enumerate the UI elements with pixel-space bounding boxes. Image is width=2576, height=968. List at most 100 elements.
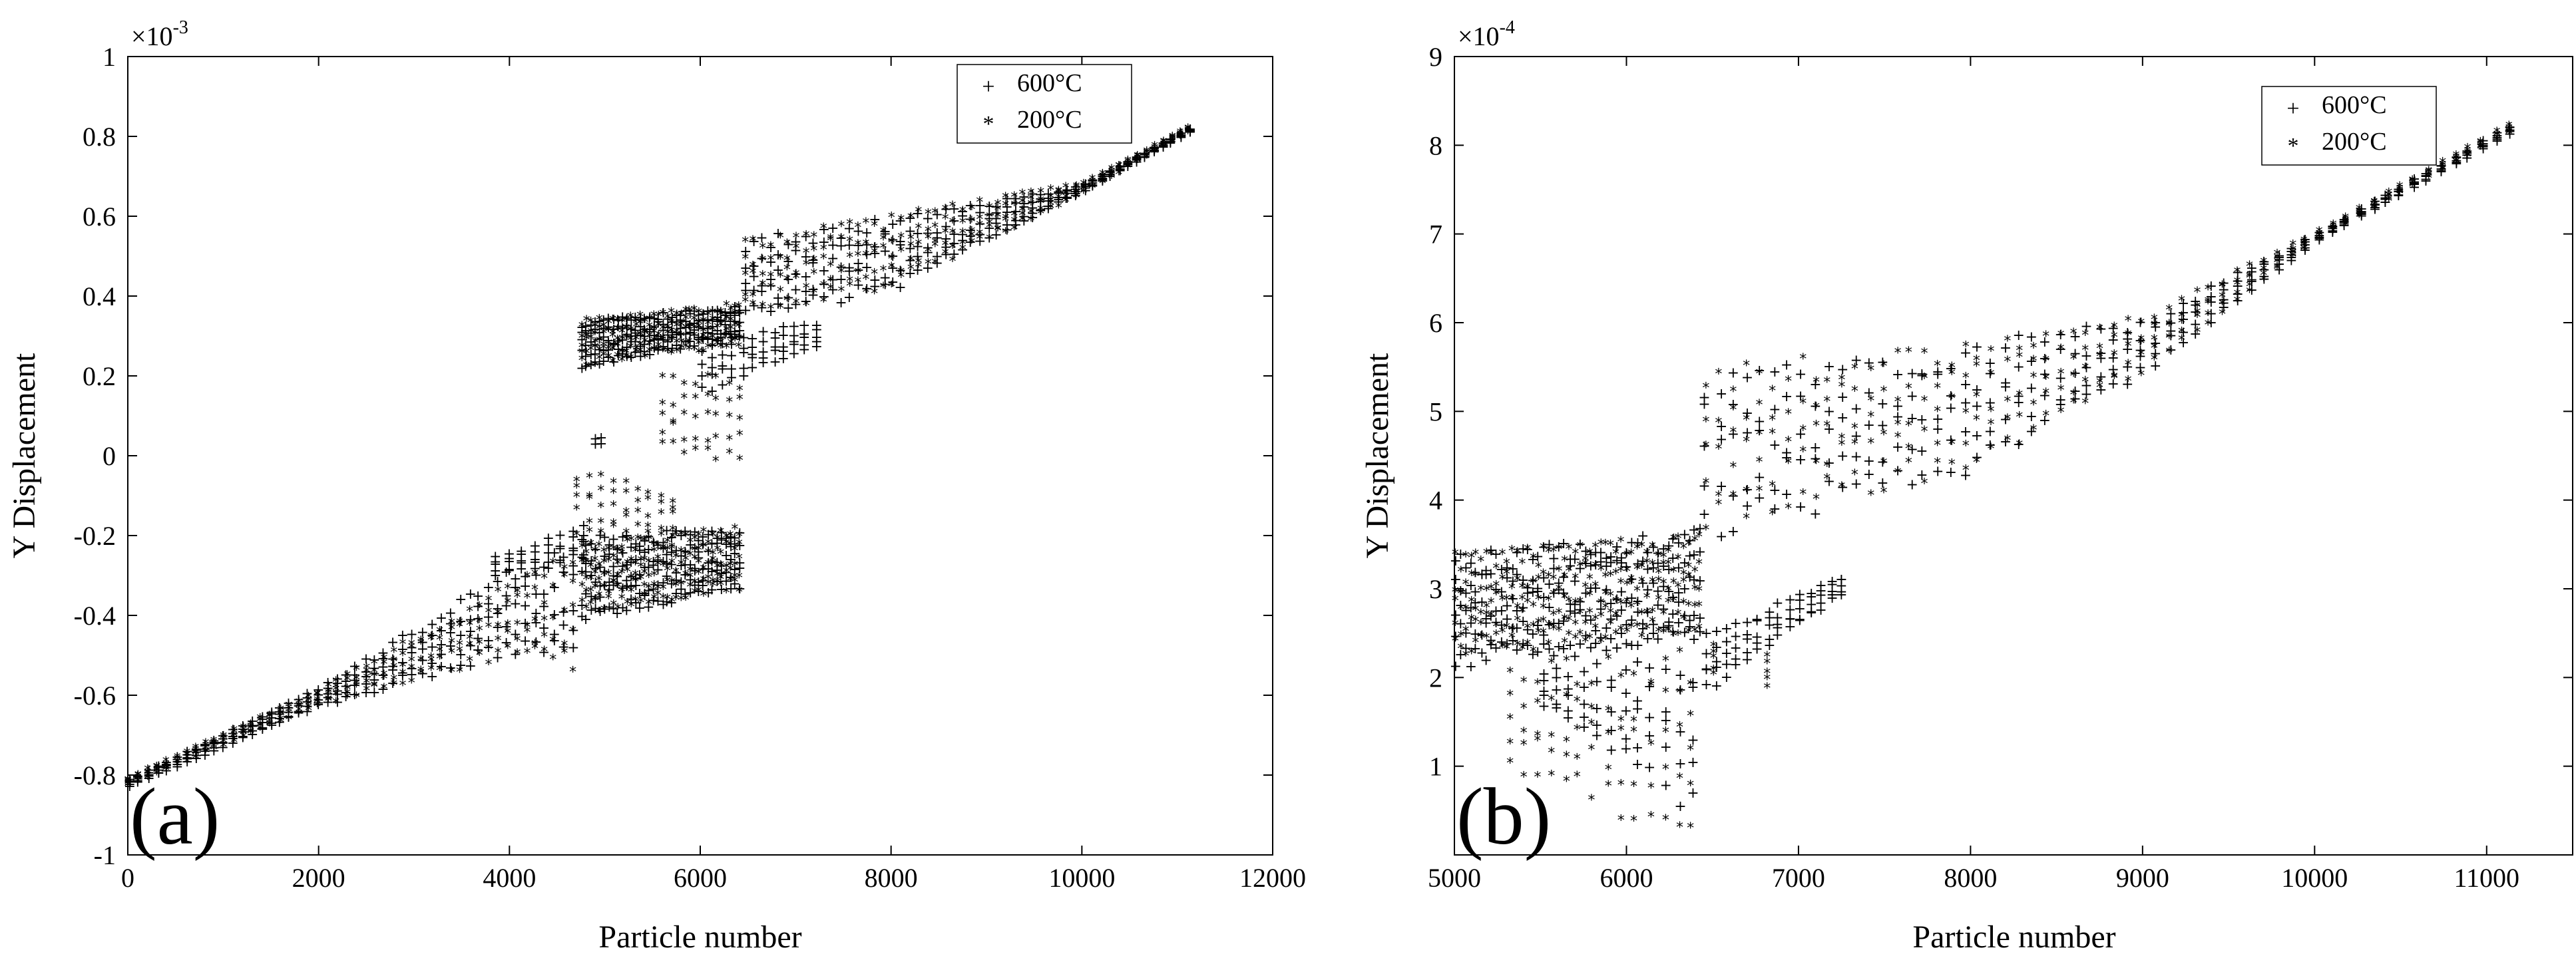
data-point: + <box>199 743 211 760</box>
data-point: + <box>542 554 554 571</box>
data-point: + <box>567 543 579 560</box>
data-point: + <box>589 574 601 591</box>
data-point: + <box>360 664 372 681</box>
data-point: + <box>725 529 737 546</box>
data-point: + <box>1727 365 1739 382</box>
data-point: + <box>397 665 409 681</box>
data-point: * <box>1662 762 1669 778</box>
data-point: + <box>595 430 607 446</box>
data-point: * <box>266 709 273 726</box>
data-point: + <box>397 627 409 644</box>
panel-a-legend-label-600: 600°C <box>1017 69 1082 97</box>
data-point: * <box>560 562 568 578</box>
data-point: + <box>1643 760 1655 776</box>
data-point: + <box>578 528 590 544</box>
panel-a-plot-frame <box>127 56 1273 856</box>
data-point: * <box>2004 394 2011 410</box>
data-point: * <box>1729 460 1737 476</box>
data-point: + <box>616 558 628 575</box>
data-point: + <box>630 577 642 594</box>
data-point: + <box>620 573 632 589</box>
data-point: + <box>1781 389 1793 405</box>
data-point: + <box>208 734 220 751</box>
data-point: + <box>515 543 527 560</box>
data-point: + <box>578 534 590 550</box>
data-point: * <box>1588 678 1595 695</box>
data-point: + <box>256 720 268 736</box>
data-point: * <box>1530 644 1537 661</box>
data-point: + <box>554 554 566 571</box>
data-point: + <box>124 778 136 795</box>
data-point: * <box>586 470 593 487</box>
data-point: * <box>540 613 548 630</box>
data-point: * <box>314 688 321 705</box>
data-point: + <box>598 530 610 546</box>
data-point: + <box>339 685 351 701</box>
data-point: * <box>2081 361 2089 377</box>
data-point: + <box>152 758 164 775</box>
panel-b-y-axis-title: Y Displacement <box>1360 353 1395 558</box>
data-point: + <box>322 694 333 711</box>
data-point: * <box>2057 328 2065 345</box>
data-point: + <box>798 317 810 334</box>
data-point: * <box>1715 489 1722 506</box>
data-point: + <box>728 546 740 562</box>
data-point: * <box>540 597 548 614</box>
data-point: + <box>256 711 268 728</box>
data-point: + <box>237 728 249 745</box>
data-point: * <box>1988 441 1995 458</box>
data-point: + <box>706 536 718 552</box>
data-point: + <box>625 569 637 585</box>
data-point: + <box>455 627 467 644</box>
data-point: + <box>616 545 628 562</box>
data-point: * <box>1695 599 1703 615</box>
x-tick-label: 5000 <box>1428 863 1481 893</box>
data-point: + <box>483 596 495 613</box>
data-point: * <box>810 285 817 302</box>
data-point: + <box>1835 571 1847 588</box>
data-point: + <box>142 770 154 787</box>
data-point: * <box>2004 412 2011 428</box>
data-point: * <box>1563 689 1570 706</box>
data-point: + <box>576 597 588 614</box>
data-point: + <box>331 671 343 688</box>
data-point: * <box>1506 688 1514 705</box>
data-point: * <box>1785 374 1792 391</box>
data-point: + <box>519 633 531 650</box>
data-point: + <box>368 685 380 701</box>
panel-a-x-axis-title: Particle number <box>598 919 801 955</box>
data-point: * <box>803 298 810 315</box>
data-point: + <box>607 559 619 575</box>
data-point: * <box>1574 769 1581 786</box>
data-point: + <box>2012 327 2024 344</box>
data-point: + <box>282 695 294 712</box>
data-point: * <box>1576 595 1584 611</box>
data-point: * <box>2194 325 2201 341</box>
data-point: * <box>767 301 774 318</box>
data-point: + <box>152 765 164 782</box>
data-point: + <box>417 666 429 683</box>
data-point: + <box>578 547 590 564</box>
data-point: * <box>1548 693 1555 709</box>
data-point: * <box>1988 343 1995 360</box>
data-point: + <box>426 669 438 685</box>
data-point: * <box>1452 547 1459 564</box>
data-point: * <box>2070 369 2077 385</box>
data-point: + <box>1809 440 1821 456</box>
data-point: + <box>472 588 484 605</box>
data-point: * <box>495 607 502 623</box>
data-point: + <box>435 647 447 663</box>
data-point: * <box>1799 444 1807 460</box>
data-point: * <box>854 220 861 237</box>
data-point: + <box>274 711 286 727</box>
data-point: + <box>1863 453 1875 470</box>
data-point: * <box>1506 755 1514 772</box>
data-point: + <box>589 542 601 558</box>
data-point: + <box>657 540 669 557</box>
data-point: * <box>750 289 757 306</box>
data-point: + <box>734 555 746 571</box>
data-point: + <box>620 528 632 544</box>
data-point: + <box>589 591 601 607</box>
data-point: * <box>680 378 688 395</box>
data-point: + <box>397 641 409 658</box>
